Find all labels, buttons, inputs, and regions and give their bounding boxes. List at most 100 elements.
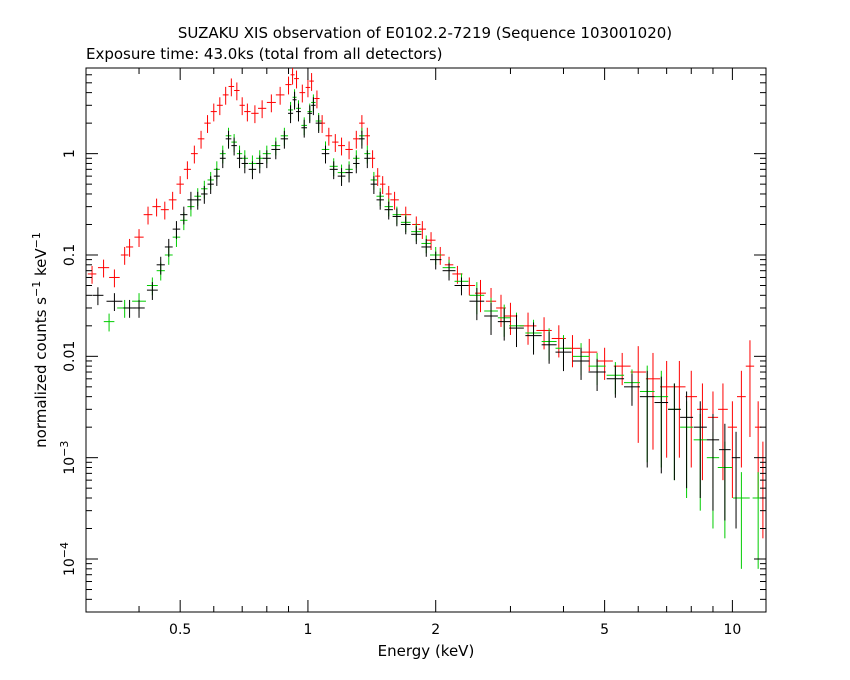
data-point [294,70,299,89]
data-point [411,226,422,245]
y-tick-label: 0.01 [62,341,78,372]
data-point [718,383,728,481]
x-tick-label: 2 [431,622,440,638]
data-point [197,130,205,149]
data-point [509,314,524,348]
data-point [469,287,485,321]
data-point [106,293,123,312]
data-point [125,238,134,257]
data-point [654,376,669,474]
data-point [564,335,581,368]
y-axis-title-sup1: −1 [30,281,43,297]
data-point [92,287,104,306]
data-point [190,145,198,164]
data-point [236,150,243,169]
data-point [364,127,370,146]
data-point [421,238,432,257]
series-2 [103,89,764,569]
data-point [484,302,498,335]
data-point [315,115,322,133]
data-point [463,277,476,296]
plot-frame [85,67,767,613]
data-point [353,130,360,149]
y-axis-title-main: normalized counts s [32,297,50,448]
data-point [359,130,365,149]
data-point [109,269,120,288]
data-point [234,82,240,101]
data-point [693,401,707,498]
y-tick-label-base: 10 [62,558,78,576]
x-tick-label: 0.5 [169,622,191,638]
x-tick-label: 10 [723,622,741,638]
data-point [103,313,115,332]
y-tick-label: 0.1 [62,244,78,266]
data-point [596,347,613,380]
data-point [390,191,399,210]
x-tick-label: 5 [600,622,609,638]
data-point [731,431,741,529]
data-point [706,413,720,511]
data-point [639,370,655,468]
data-point [271,141,281,160]
data-point [645,352,661,450]
y-tick-label: 10−3 [58,441,79,475]
data-point [305,79,311,98]
chart-title: SUZAKU XIS observation of E0102.2-7219 (… [178,24,672,42]
y-tick-label-exp: −3 [58,441,71,457]
y-tick-label: 10−4 [58,542,79,576]
data-point [231,137,237,156]
y-tick-label-base: 1 [62,149,78,158]
data-point [160,201,169,220]
data-point [201,185,208,204]
y-tick-label-exp: −4 [58,542,71,558]
data-point [213,168,220,186]
data-point [285,76,292,95]
data-point [337,168,346,186]
data-point [152,198,161,217]
data-point [309,73,314,91]
data-point [736,370,746,468]
data-point [183,161,191,180]
data-point [120,246,129,265]
data-point [572,347,590,380]
data-point [123,299,136,318]
data-point [400,216,411,235]
x-axis-title: Energy (keV) [378,642,475,660]
data-point [418,221,427,239]
data-point [275,86,285,105]
data-point [319,115,326,133]
data-point [325,127,333,146]
data-point [280,130,289,149]
data-point [503,302,518,335]
data-point [353,155,360,174]
data-point [364,150,371,169]
data-point [241,155,249,174]
data-point [384,201,393,220]
data-point [697,383,708,481]
data-point [541,331,557,364]
data-point [228,78,235,97]
data-point [442,262,456,281]
data-point [258,100,267,119]
data-point [685,370,698,468]
data-series-layer [87,68,766,569]
data-point [87,265,97,284]
data-point [288,105,294,124]
data-point [219,150,226,169]
data-point [134,229,144,247]
y-tick-label: 1 [62,149,78,158]
data-point [301,119,308,138]
data-point [164,238,173,257]
y-tick-label-base: 0.1 [62,244,78,266]
data-point [262,150,271,169]
data-point [454,277,469,296]
data-point [256,155,264,174]
data-point [338,137,345,156]
data-point [97,259,110,278]
data-point [204,115,211,133]
data-point [375,168,381,186]
data-point [588,358,606,391]
y-axis-title-sup2: −1 [30,232,43,248]
data-point [225,130,232,149]
